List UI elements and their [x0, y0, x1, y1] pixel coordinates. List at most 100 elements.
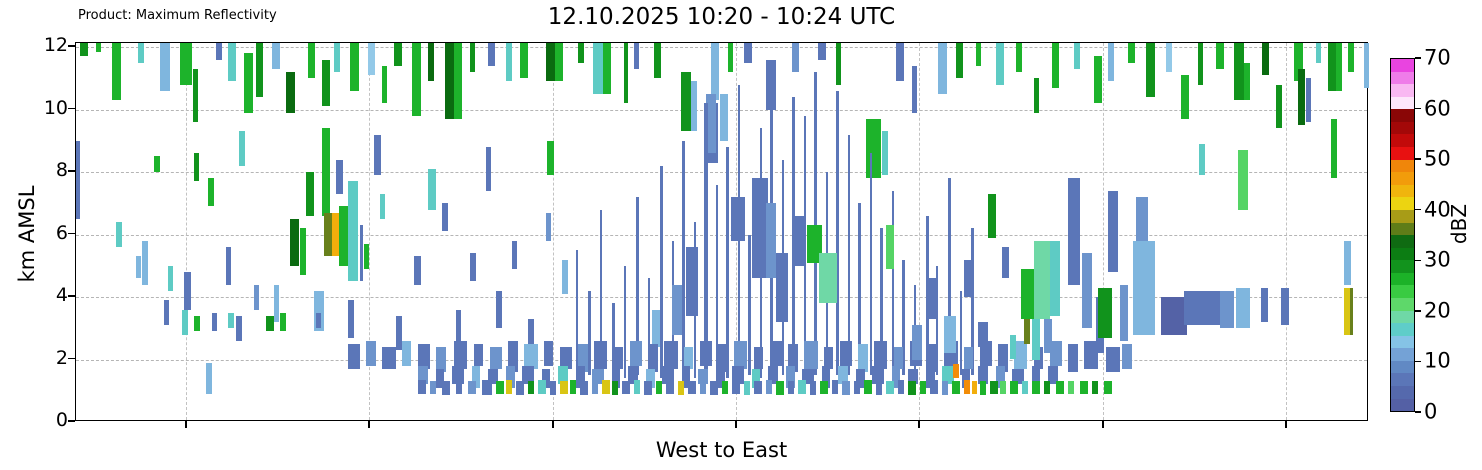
reflectivity-cell — [154, 156, 160, 173]
colorbar-step — [1391, 71, 1414, 85]
reflectivity-cell — [794, 215, 804, 266]
reflectivity-cell — [414, 256, 421, 285]
reflectivity-cell — [942, 381, 948, 396]
reflectivity-cell — [339, 206, 348, 266]
reflectivity-cell — [182, 309, 188, 335]
reflectivity-cell — [256, 43, 263, 98]
reflectivity-cell — [1181, 75, 1189, 119]
reflectivity-cell — [1000, 381, 1006, 394]
reflectivity-cell — [324, 212, 332, 257]
reflectivity-cell — [612, 365, 620, 388]
reflectivity-cell — [1010, 381, 1018, 394]
reflectivity-cell — [490, 347, 502, 369]
colorbar-step — [1391, 360, 1414, 374]
reflectivity-cell — [1161, 297, 1187, 335]
reflectivity-cell — [720, 93, 728, 141]
y-tick-label: 0 — [55, 409, 68, 432]
reflectivity-cell — [1216, 43, 1224, 69]
reflectivity-cell — [836, 43, 841, 85]
reflectivity-cell — [516, 381, 524, 396]
reflectivity-cell — [732, 379, 740, 394]
reflectivity-cell — [718, 343, 728, 372]
reflectivity-cell — [1220, 290, 1234, 329]
reflectivity-cell — [542, 368, 550, 388]
reflectivity-cell — [488, 368, 498, 385]
colorbar-tick-mark — [1415, 310, 1421, 312]
reflectivity-cell — [508, 340, 518, 372]
reflectivity-cell — [716, 184, 718, 376]
reflectivity-cell — [952, 381, 960, 394]
reflectivity-cell — [976, 43, 981, 66]
reflectivity-cell — [164, 300, 169, 326]
reflectivity-cell — [160, 43, 170, 91]
reflectivity-cell — [428, 43, 434, 82]
reflectivity-cell — [593, 43, 603, 94]
reflectivity-cell — [142, 240, 148, 285]
reflectivity-cell — [512, 240, 517, 269]
reflectivity-cell — [1092, 381, 1098, 394]
reflectivity-cell — [180, 43, 192, 85]
reflectivity-cell — [1198, 43, 1203, 85]
reflectivity-cell — [316, 312, 321, 329]
reflectivity-cell — [366, 340, 376, 366]
gridline-horizontal — [76, 47, 1367, 49]
reflectivity-cell — [454, 340, 467, 369]
reflectivity-cell — [336, 159, 343, 194]
reflectivity-cell — [722, 381, 728, 394]
reflectivity-cell — [928, 278, 936, 319]
reflectivity-cell — [486, 147, 491, 191]
reflectivity-cell — [76, 140, 80, 219]
reflectivity-cell — [840, 340, 852, 366]
reflectivity-cell — [926, 365, 935, 388]
reflectivity-cell — [622, 381, 630, 394]
reflectivity-cell — [798, 379, 806, 394]
reflectivity-cell — [866, 118, 881, 179]
reflectivity-cell — [644, 381, 652, 396]
reflectivity-cell — [488, 43, 495, 66]
reflectivity-cell — [560, 381, 568, 394]
reflectivity-cell — [700, 379, 706, 394]
reflectivity-cell — [594, 340, 607, 369]
reflectivity-cell — [822, 365, 830, 388]
reflectivity-cell — [908, 381, 916, 396]
colorbar-tick-mark — [1415, 360, 1421, 363]
reflectivity-cell — [612, 381, 618, 396]
reflectivity-cell — [470, 43, 475, 73]
reflectivity-cell — [136, 256, 141, 279]
reflectivity-cell — [810, 381, 816, 396]
reflectivity-cell — [614, 347, 623, 369]
reflectivity-cell — [286, 72, 295, 113]
reflectivity-cell — [870, 153, 872, 376]
reflectivity-cell — [212, 312, 217, 332]
reflectivity-cell — [576, 250, 578, 376]
reflectivity-cell — [681, 72, 691, 132]
reflectivity-cell — [814, 72, 817, 376]
colorbar-tick-mark — [1415, 107, 1421, 110]
colorbar-step — [1391, 348, 1414, 361]
reflectivity-cell — [116, 222, 122, 248]
reflectivity-cell — [364, 243, 369, 269]
reflectivity-cell — [688, 381, 696, 394]
reflectivity-cell — [646, 368, 655, 388]
reflectivity-cell — [944, 315, 956, 354]
reflectivity-cell — [1234, 43, 1244, 101]
reflectivity-cell — [322, 128, 330, 216]
reflectivity-cell — [920, 381, 926, 394]
reflectivity-cell — [962, 368, 970, 388]
reflectivity-cell — [96, 43, 101, 52]
reflectivity-cell — [711, 43, 719, 101]
reflectivity-cell — [1002, 247, 1009, 279]
reflectivity-cell — [896, 43, 904, 82]
colorbar-step — [1391, 386, 1414, 399]
reflectivity-cell — [1281, 287, 1289, 326]
reflectivity-cell — [496, 290, 502, 329]
colorbar-tick-label: 0 — [1424, 399, 1438, 424]
reflectivity-cell — [898, 379, 904, 394]
reflectivity-cell — [732, 365, 744, 385]
reflectivity-cell — [308, 43, 315, 79]
colorbar-step — [1391, 235, 1414, 248]
reflectivity-cell — [374, 134, 381, 176]
y-tick-mark — [68, 107, 75, 110]
reflectivity-cell — [360, 225, 363, 282]
reflectivity-cell — [652, 309, 660, 347]
